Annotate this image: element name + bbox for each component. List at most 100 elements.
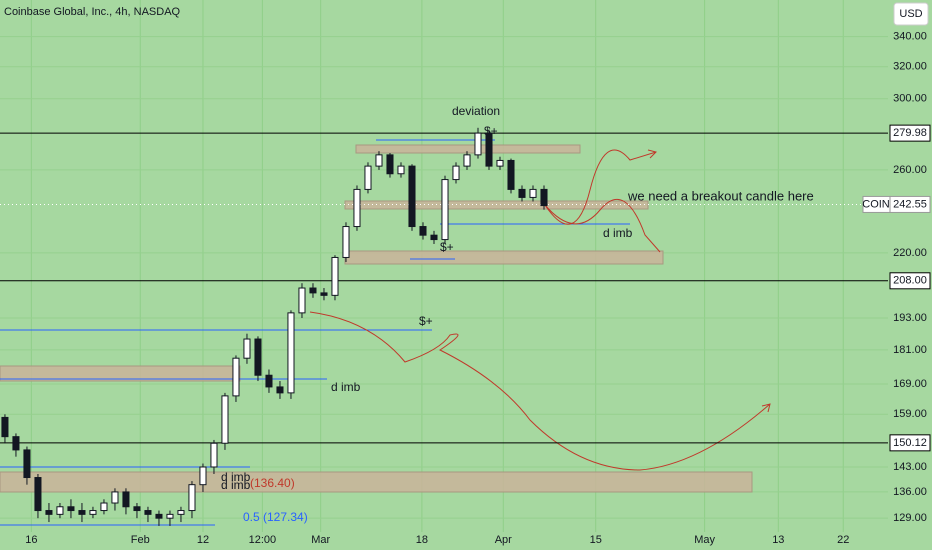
- zone: [0, 365, 241, 382]
- candle-body: [463, 154, 471, 167]
- annotation: $+: [484, 124, 498, 138]
- candle-body: [441, 179, 449, 241]
- candle-body: [111, 491, 119, 504]
- currency-box: [893, 2, 929, 26]
- y-tick-label: 143.00: [893, 461, 927, 473]
- y-tick-label: 340.00: [893, 31, 927, 43]
- candle-body: [507, 159, 515, 190]
- annotation: deviation: [452, 104, 500, 118]
- x-tick-label: 12:00: [249, 534, 277, 546]
- arrow-head: [647, 149, 657, 159]
- x-tick-label: 13: [772, 534, 784, 546]
- candle-body: [518, 188, 526, 198]
- candle-body: [100, 502, 108, 512]
- level-box: [889, 124, 931, 142]
- y-tick-label: 136.00: [893, 486, 927, 498]
- candle-body: [221, 395, 229, 444]
- arrow-head: [761, 403, 771, 413]
- candle-body: [243, 338, 251, 359]
- annotation: d imb: [221, 470, 251, 484]
- candle-body: [353, 188, 361, 228]
- symbol-label: COIN: [862, 198, 890, 210]
- x-tick-label: 15: [590, 534, 602, 546]
- annotation: (136.40): [250, 476, 295, 490]
- y-tick-label: 260.00: [893, 164, 927, 176]
- y-tick-label: 129.00: [893, 512, 927, 524]
- candle-body: [540, 188, 548, 207]
- y-tick-label: 193.00: [893, 312, 927, 324]
- candle-body: [166, 513, 174, 519]
- candle-body: [496, 159, 504, 167]
- candle-body: [364, 165, 372, 190]
- zone: [344, 250, 664, 265]
- level-box: [889, 272, 931, 290]
- x-tick-label: 12: [197, 534, 209, 546]
- candle-body: [331, 256, 339, 296]
- candle-body: [529, 188, 537, 198]
- price-box: [889, 195, 931, 213]
- x-tick-label: May: [694, 534, 715, 546]
- rays: [0, 139, 630, 526]
- candle-body: [67, 506, 75, 512]
- candle-body: [309, 287, 317, 294]
- y-tick-label: 320.00: [893, 61, 927, 73]
- candle-body: [342, 226, 350, 258]
- currency: USD: [899, 8, 922, 20]
- annotation: d imb: [221, 478, 251, 492]
- arrows: [309, 149, 771, 471]
- candle-body: [122, 491, 130, 508]
- candle-body: [133, 506, 141, 512]
- level-label: 150.12: [893, 437, 927, 449]
- y-tick-label: 159.00: [893, 408, 927, 420]
- candle-body: [232, 357, 240, 397]
- candle-body: [78, 510, 86, 515]
- candle-body: [430, 234, 438, 241]
- candle-body: [419, 226, 427, 236]
- candle-body: [89, 510, 97, 515]
- x-tick-label: Feb: [131, 534, 150, 546]
- candle-body: [34, 477, 42, 512]
- candle-body: [12, 436, 20, 451]
- candle-body: [199, 466, 207, 486]
- annotation: d imb: [603, 226, 633, 240]
- candle-body: [287, 312, 295, 394]
- candle-body: [386, 154, 394, 175]
- level-box: [889, 434, 931, 452]
- annotation: $+: [440, 240, 454, 254]
- level-label: 279.98: [893, 127, 927, 139]
- candle-body: [23, 449, 31, 479]
- candle-body: [485, 132, 493, 167]
- candle-body: [177, 510, 185, 515]
- drawings: [0, 144, 753, 493]
- candle-body: [45, 510, 53, 515]
- path-up: [544, 149, 657, 225]
- candle-body: [375, 154, 383, 167]
- candle-body: [56, 506, 64, 515]
- zone: [355, 144, 581, 154]
- annotation: 0.5 (127.34): [243, 510, 308, 524]
- y-tick-label: 300.00: [893, 93, 927, 105]
- candle-body: [188, 484, 196, 512]
- y-tick-label: 181.00: [893, 344, 927, 356]
- y-tick-label: 169.00: [893, 378, 927, 390]
- annotation: d imb: [331, 380, 361, 394]
- candle-body: [298, 287, 306, 314]
- annotation: we need a breakout candle here: [627, 188, 814, 203]
- candle-body: [254, 338, 262, 376]
- candle-body: [210, 442, 218, 468]
- candle-body: [408, 165, 416, 228]
- x-tick-label: 18: [416, 534, 428, 546]
- x-tick-label: 22: [837, 534, 849, 546]
- candle-body: [144, 510, 152, 515]
- zone: [344, 200, 649, 210]
- path-down: [544, 199, 661, 253]
- annotation: $+: [419, 314, 433, 328]
- path-long: [309, 311, 771, 471]
- candle-body: [276, 386, 284, 394]
- x-tick-label: Mar: [311, 534, 330, 546]
- candle-body: [474, 132, 482, 156]
- candle-body: [320, 292, 328, 296]
- candle-body: [155, 513, 163, 519]
